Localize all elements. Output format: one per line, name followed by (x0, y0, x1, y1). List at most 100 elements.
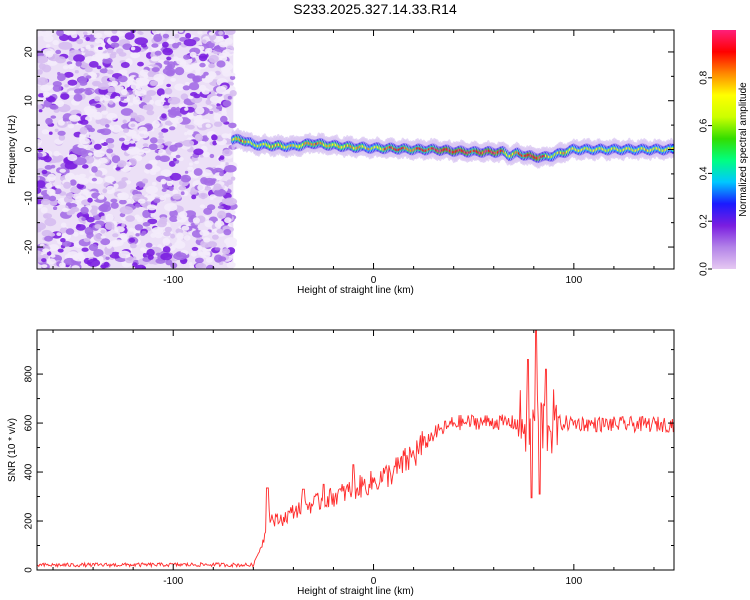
noise-blob (228, 122, 237, 129)
noise-blob (167, 96, 181, 105)
noise-blob (62, 65, 69, 70)
noise-blob (193, 168, 203, 176)
noise-blob (169, 209, 178, 218)
noise-blob (224, 164, 237, 173)
noise-blob (173, 56, 179, 62)
noise-blob (62, 118, 69, 122)
noise-blob (74, 148, 87, 156)
noise-blob (79, 231, 85, 235)
noise-blob (104, 30, 111, 34)
noise-blob (125, 215, 135, 222)
noise-blob (223, 228, 232, 236)
noise-blob (224, 217, 232, 224)
snr-panel: -100 0 100 0 200 400 600 800 Height of straight … (7, 329, 675, 597)
noise-blob (73, 93, 83, 102)
noise-blob (186, 124, 195, 130)
noise-blob (65, 202, 72, 207)
noise-blob (220, 162, 226, 166)
noise-blob (189, 51, 197, 58)
noise-blob (150, 137, 158, 144)
noise-blob (72, 253, 86, 262)
noise-blob (199, 229, 210, 236)
noise-blob (54, 128, 59, 132)
noise-blob (212, 234, 219, 240)
noise-blob (194, 133, 203, 142)
noise-blob (67, 79, 78, 86)
noise-blob (134, 37, 148, 45)
noise-blob (104, 221, 115, 230)
noise-blob (225, 30, 236, 35)
noise-blob (117, 160, 127, 168)
noise-blob (195, 257, 204, 263)
noise-blob (63, 181, 72, 189)
noise-blob (105, 213, 114, 222)
noise-blob (53, 206, 58, 210)
noise-blob (41, 258, 47, 263)
noise-blob (209, 196, 214, 201)
noise-blob (178, 30, 184, 33)
noise-blob (69, 179, 77, 186)
noise-blob (208, 63, 216, 69)
noise-blob (197, 30, 203, 35)
spectrogram-ytick-label: 0 (24, 146, 35, 152)
noise-blob (219, 171, 225, 177)
noise-blob (199, 46, 205, 51)
noise-blob (130, 243, 137, 249)
noise-blob (110, 42, 120, 48)
noise-blob (67, 124, 75, 129)
noise-blob (142, 222, 151, 227)
noise-blob (135, 233, 140, 237)
noise-blob (74, 88, 83, 94)
noise-blob (102, 94, 111, 102)
noise-blob (148, 159, 158, 166)
noise-blob (169, 144, 178, 152)
noise-blob (174, 34, 180, 39)
noise-blob (164, 193, 171, 198)
noise-blob (182, 85, 191, 91)
noise-blob (121, 88, 128, 96)
noise-blob (97, 82, 110, 90)
noise-blob (53, 108, 60, 113)
noise-blob (41, 129, 50, 135)
noise-blob (209, 95, 221, 103)
noise-blob (93, 111, 103, 120)
plot-frame (36, 329, 675, 571)
noise-blob (188, 262, 193, 266)
noise-blob (173, 252, 187, 261)
chart-title: S233.2025.327.14.33.R14 (293, 1, 457, 17)
noise-blob (79, 126, 88, 135)
noise-blob (93, 249, 104, 257)
noise-blob (141, 230, 147, 235)
noise-blob (105, 137, 115, 144)
noise-blob (140, 247, 146, 252)
noise-blob (40, 198, 51, 206)
spectrogram-xtick-label: 0 (371, 275, 377, 286)
noise-blob (226, 261, 236, 269)
noise-blob (101, 206, 108, 212)
noise-blob (91, 166, 98, 173)
noise-blob (41, 169, 48, 175)
noise-blob (205, 75, 211, 81)
noise-blob (73, 231, 79, 237)
noise-blob (176, 238, 182, 244)
noise-blob (101, 53, 110, 59)
noise-blob (173, 158, 177, 162)
noise-blob (46, 188, 56, 196)
noise-blob (105, 256, 110, 260)
noise-blob (101, 76, 111, 84)
colorbar-tick-label: 0.6 (699, 118, 710, 132)
noise-blob (142, 143, 149, 147)
noise-blob (120, 108, 134, 116)
noise-blob (154, 50, 162, 56)
noise-blob (98, 46, 103, 51)
noise-blob (168, 186, 174, 192)
noise-blob (201, 74, 206, 79)
noise-blob (141, 43, 147, 48)
noise-blob (138, 183, 144, 188)
noise-blob (190, 252, 197, 257)
noise-blob (45, 44, 51, 48)
noise-blob (154, 99, 165, 107)
noise-blob (134, 89, 147, 97)
noise-blob (74, 70, 79, 74)
noise-blob (55, 185, 61, 189)
